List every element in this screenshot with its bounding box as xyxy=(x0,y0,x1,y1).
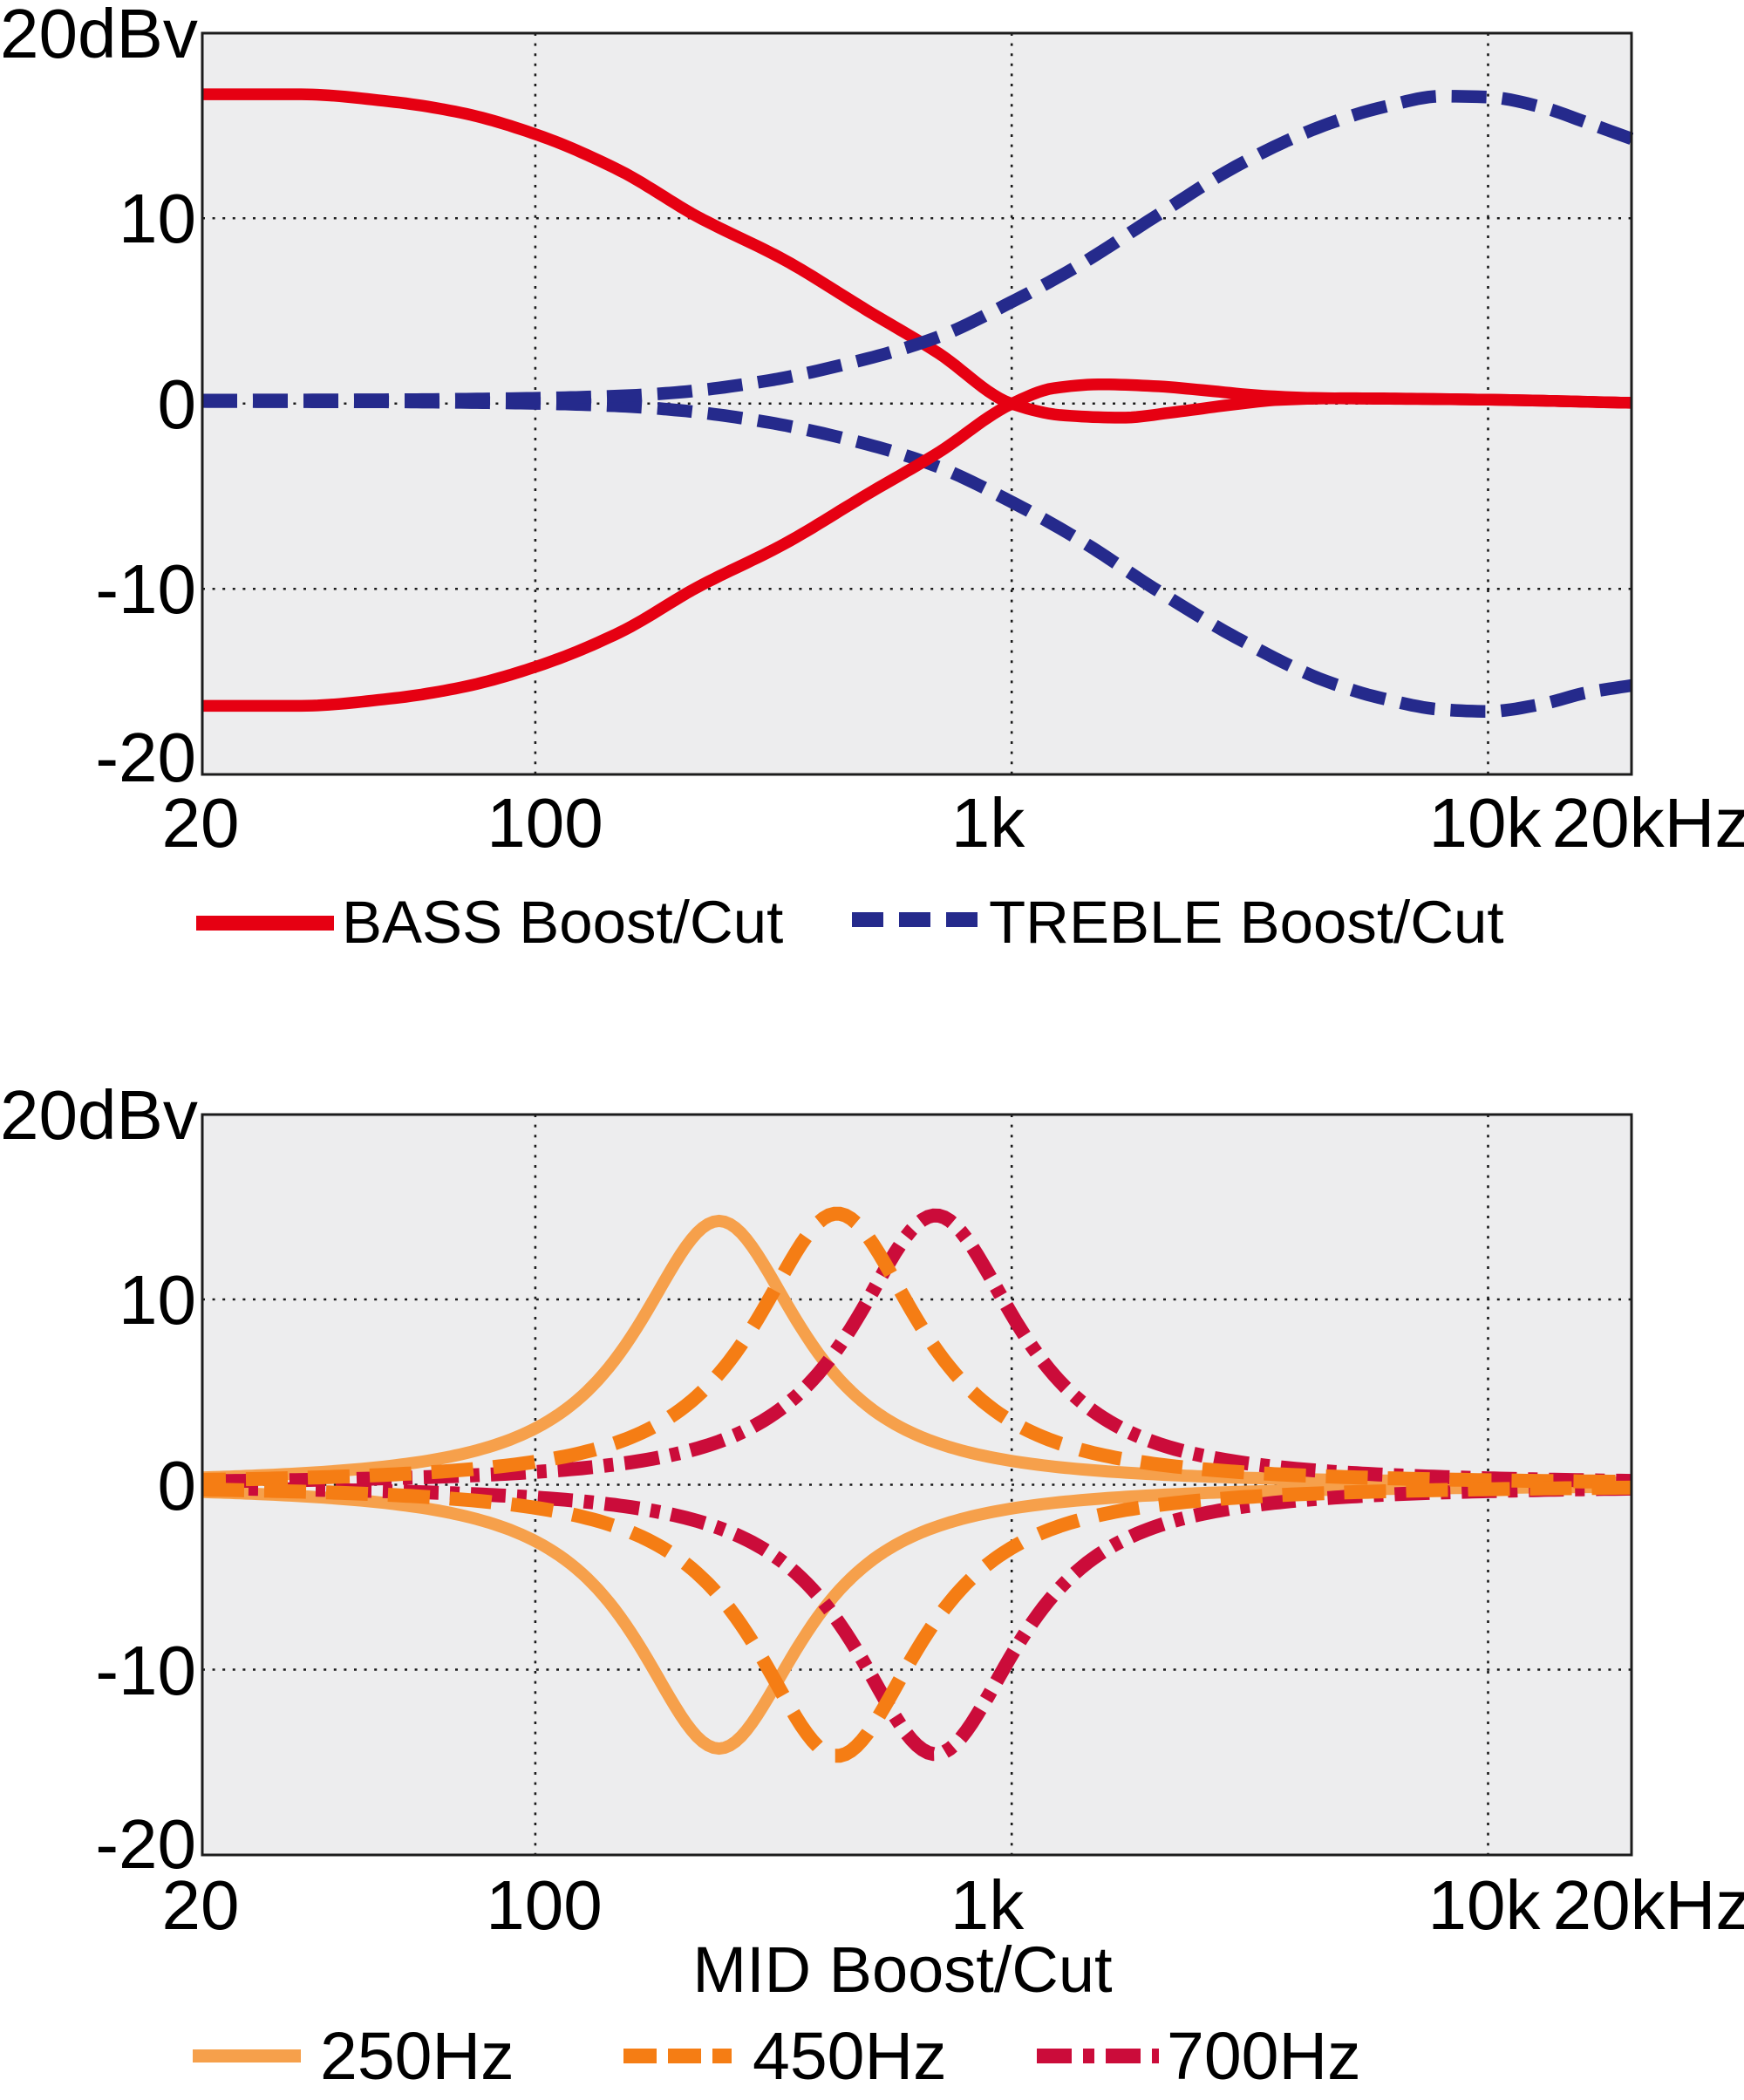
svg-text:0: 0 xyxy=(158,365,197,443)
svg-text:20: 20 xyxy=(162,1866,240,1944)
svg-text:700Hz: 700Hz xyxy=(1167,2019,1361,2094)
svg-text:1k: 1k xyxy=(950,1866,1025,1944)
svg-text:20dBv: 20dBv xyxy=(0,0,198,72)
svg-text:20dBv: 20dBv xyxy=(0,1076,198,1154)
svg-text:20kHz: 20kHz xyxy=(1553,1866,1744,1944)
svg-text:0: 0 xyxy=(158,1447,197,1524)
svg-text:10k: 10k xyxy=(1428,1866,1542,1944)
svg-text:450Hz: 450Hz xyxy=(753,2019,947,2094)
svg-text:10: 10 xyxy=(119,1261,196,1339)
svg-text:TREBLE Boost/Cut: TREBLE Boost/Cut xyxy=(989,889,1504,956)
svg-text:20kHz: 20kHz xyxy=(1552,784,1744,862)
svg-text:10k: 10k xyxy=(1429,784,1543,862)
svg-text:BASS Boost/Cut: BASS Boost/Cut xyxy=(342,889,783,956)
svg-text:1k: 1k xyxy=(951,784,1025,862)
svg-text:10: 10 xyxy=(119,180,196,257)
svg-text:250Hz: 250Hz xyxy=(320,2019,514,2094)
svg-text:MID Boost/Cut: MID Boost/Cut xyxy=(692,1933,1113,2006)
svg-text:100: 100 xyxy=(487,784,603,862)
svg-text:20: 20 xyxy=(162,784,240,862)
svg-text:-10: -10 xyxy=(95,550,196,628)
svg-text:-20: -20 xyxy=(95,1805,196,1883)
svg-text:-10: -10 xyxy=(95,1632,196,1709)
svg-text:100: 100 xyxy=(486,1866,602,1944)
svg-text:-20: -20 xyxy=(95,719,196,796)
